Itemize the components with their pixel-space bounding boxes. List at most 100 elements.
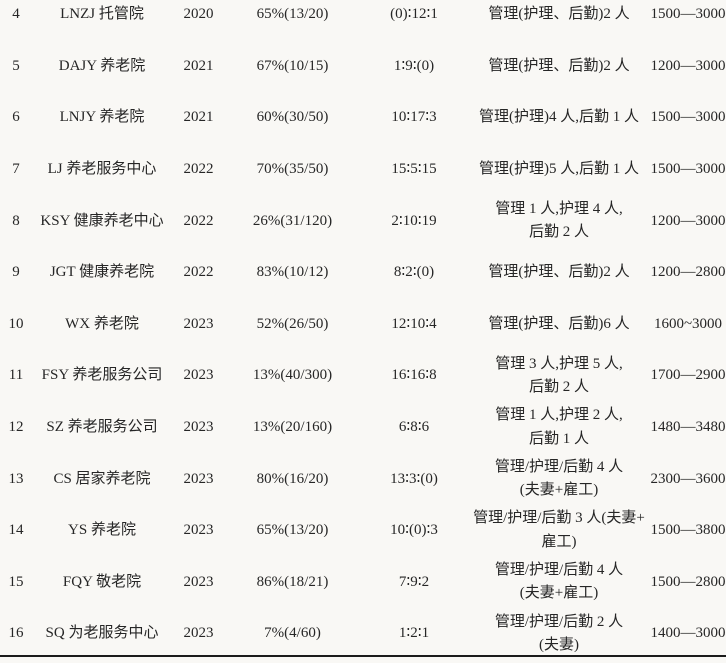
table-row: 5 DAJY 养老院 2021 67%(10/15) 1∶9∶(0) 管理(护理… bbox=[0, 41, 726, 93]
cell-ratio: 7∶9∶2 bbox=[398, 573, 430, 590]
cell-staff: 管理(护理、后勤)2 人 bbox=[488, 264, 630, 281]
cell-ratio: 10∶(0)∶3 bbox=[390, 522, 438, 539]
cell-price: 1700—2900 bbox=[650, 367, 726, 384]
table-row: 12 SZ 养老服务公司 2023 13%(20/160) 6∶8∶6 管理 1… bbox=[0, 402, 726, 454]
cell-price: 1500—3000 bbox=[650, 109, 726, 126]
cell-institution-name: DAJY 养老院 bbox=[58, 57, 146, 74]
cell-ratio: 2∶10∶19 bbox=[391, 212, 437, 229]
cell-institution-name: LNZJ 托管院 bbox=[60, 6, 144, 23]
cell-year: 2021 bbox=[183, 109, 214, 126]
cell-year: 2020 bbox=[183, 6, 214, 23]
cell-staff: 管理(护理、后勤)2 人 bbox=[488, 57, 630, 74]
cell-staff: 管理 1 人,护理 4 人, 后勤 2 人 bbox=[495, 200, 623, 241]
cell-staff: 管理(护理、后勤)6 人 bbox=[488, 315, 630, 332]
cell-year: 2023 bbox=[183, 315, 214, 332]
cell-ratio: 10∶17∶3 bbox=[391, 109, 437, 126]
cell-staff: 管理 3 人,护理 5 人, 后勤 2 人 bbox=[495, 355, 623, 395]
cell-ratio: 8∶2∶(0) bbox=[393, 264, 435, 281]
cell-year: 2023 bbox=[183, 470, 214, 487]
table-row: 6 LNJY 养老院 2021 60%(30/50) 10∶17∶3 管理(护理… bbox=[0, 92, 726, 144]
cell-year: 2023 bbox=[183, 418, 214, 435]
cell-index: 14 bbox=[8, 522, 24, 539]
cell-year: 2022 bbox=[183, 212, 214, 229]
cell-staff: 管理/护理/后勤 2 人 (夫妻) bbox=[494, 613, 624, 653]
cell-occupancy: 80%(16/20) bbox=[256, 470, 329, 487]
cell-occupancy: 65%(13/20) bbox=[256, 522, 329, 539]
cell-price: 1480—3480 bbox=[650, 418, 726, 435]
cell-ratio: 1∶9∶(0) bbox=[393, 57, 435, 74]
cell-index: 4 bbox=[12, 6, 20, 23]
cell-staff: 管理/护理/后勤 4 人 (夫妻+雇工) bbox=[494, 562, 624, 602]
cell-occupancy: 13%(20/160) bbox=[252, 418, 333, 435]
table-row: 13 CS 居家养老院 2023 80%(16/20) 13∶3∶(0) 管理/… bbox=[0, 453, 726, 505]
table-row: 9 JGT 健康养老院 2022 83%(10/12) 8∶2∶(0) 管理(护… bbox=[0, 247, 726, 299]
cell-price: 1400—3000 bbox=[650, 625, 726, 642]
table-row: 14 YS 养老院 2023 65%(13/20) 10∶(0)∶3 管理/护理… bbox=[0, 505, 726, 557]
cell-index: 16 bbox=[8, 625, 24, 642]
cell-price: 2300—3600 bbox=[650, 470, 726, 487]
cell-institution-name: CS 居家养老院 bbox=[53, 470, 151, 487]
cell-occupancy: 67%(10/15) bbox=[256, 57, 329, 74]
table-row: 16 SQ 为老服务中心 2023 7%(4/60) 1∶2∶1 管理/护理/后… bbox=[0, 608, 726, 660]
cell-occupancy: 83%(10/12) bbox=[256, 264, 329, 281]
cell-institution-name: YS 养老院 bbox=[68, 522, 136, 539]
cell-year: 2021 bbox=[183, 57, 214, 74]
cell-ratio: 1∶2∶1 bbox=[398, 625, 430, 642]
cell-staff: 管理 1 人,护理 2 人, 后勤 1 人 bbox=[495, 407, 623, 447]
cell-ratio: (0)∶12∶1 bbox=[390, 6, 438, 23]
cell-staff: 管理(护理)5 人,后勤 1 人 bbox=[479, 160, 639, 177]
table-row: 15 FQY 敬老院 2023 86%(18/21) 7∶9∶2 管理/护理/后… bbox=[0, 557, 726, 609]
cell-institution-name: KSY 健康养老中心 bbox=[40, 212, 164, 229]
cell-occupancy: 70%(35/50) bbox=[256, 160, 329, 177]
cell-year: 2022 bbox=[183, 160, 214, 177]
cell-index: 8 bbox=[12, 212, 20, 229]
cell-occupancy: 60%(30/50) bbox=[256, 109, 329, 126]
cell-institution-name: JGT 健康养老院 bbox=[49, 264, 155, 281]
cell-ratio: 15∶5∶15 bbox=[391, 160, 437, 177]
cell-year: 2023 bbox=[183, 573, 214, 590]
cell-occupancy: 7%(4/60) bbox=[264, 625, 321, 642]
cell-ratio: 16∶16∶8 bbox=[391, 367, 437, 384]
table-row: 11 FSY 养老服务公司 2023 13%(40/300) 16∶16∶8 管… bbox=[0, 350, 726, 402]
cell-occupancy: 13%(40/300) bbox=[252, 367, 333, 384]
table-row: 8 KSY 健康养老中心 2022 26%(31/120) 2∶10∶19 管理… bbox=[0, 195, 726, 247]
cell-price: 1200—3000 bbox=[650, 212, 726, 229]
table-row: 4 LNZJ 托管院 2020 65%(13/20) (0)∶12∶1 管理(护… bbox=[0, 0, 726, 41]
cell-price: 1200—2800 bbox=[650, 264, 726, 281]
cell-year: 2022 bbox=[183, 264, 214, 281]
cell-occupancy: 65%(13/20) bbox=[256, 6, 329, 23]
cell-institution-name: WX 养老院 bbox=[65, 315, 139, 332]
cell-price: 1500—3800 bbox=[650, 522, 726, 539]
cell-price: 1500—2800 bbox=[650, 573, 726, 590]
cell-year: 2023 bbox=[183, 625, 214, 642]
cell-ratio: 12∶10∶4 bbox=[391, 315, 437, 332]
cell-index: 13 bbox=[8, 470, 24, 487]
cell-occupancy: 86%(18/21) bbox=[256, 573, 329, 590]
cell-staff: 管理/护理/后勤 3 人(夫妻+ 雇工) bbox=[473, 510, 645, 550]
cell-price: 1600~3000 bbox=[653, 315, 723, 332]
cell-index: 12 bbox=[8, 418, 24, 435]
cell-index: 11 bbox=[8, 367, 24, 384]
cell-year: 2023 bbox=[183, 367, 214, 384]
cell-staff: 管理(护理)4 人,后勤 1 人 bbox=[479, 109, 639, 126]
cell-index: 15 bbox=[8, 573, 24, 590]
table-bottom-border bbox=[0, 655, 726, 657]
cell-occupancy: 26%(31/120) bbox=[252, 212, 333, 229]
cell-index: 6 bbox=[12, 109, 20, 126]
cell-staff: 管理(护理、后勤)2 人 bbox=[488, 6, 630, 23]
cell-index: 10 bbox=[8, 315, 24, 332]
cell-occupancy: 52%(26/50) bbox=[256, 315, 329, 332]
cell-index: 5 bbox=[12, 57, 20, 74]
cell-institution-name: SQ 为老服务中心 bbox=[45, 625, 159, 642]
cell-staff: 管理/护理/后勤 4 人 (夫妻+雇工) bbox=[494, 458, 624, 499]
cell-price: 1500—3000 bbox=[650, 6, 726, 23]
cell-institution-name: SZ 养老服务公司 bbox=[46, 418, 158, 435]
cell-index: 9 bbox=[12, 264, 20, 281]
cell-institution-name: FSY 养老服务公司 bbox=[41, 367, 163, 384]
cell-institution-name: LJ 养老服务中心 bbox=[47, 160, 157, 177]
table-row: 7 LJ 养老服务中心 2022 70%(35/50) 15∶5∶15 管理(护… bbox=[0, 144, 726, 196]
cell-index: 7 bbox=[12, 160, 20, 177]
cell-institution-name: FQY 敬老院 bbox=[62, 573, 142, 590]
